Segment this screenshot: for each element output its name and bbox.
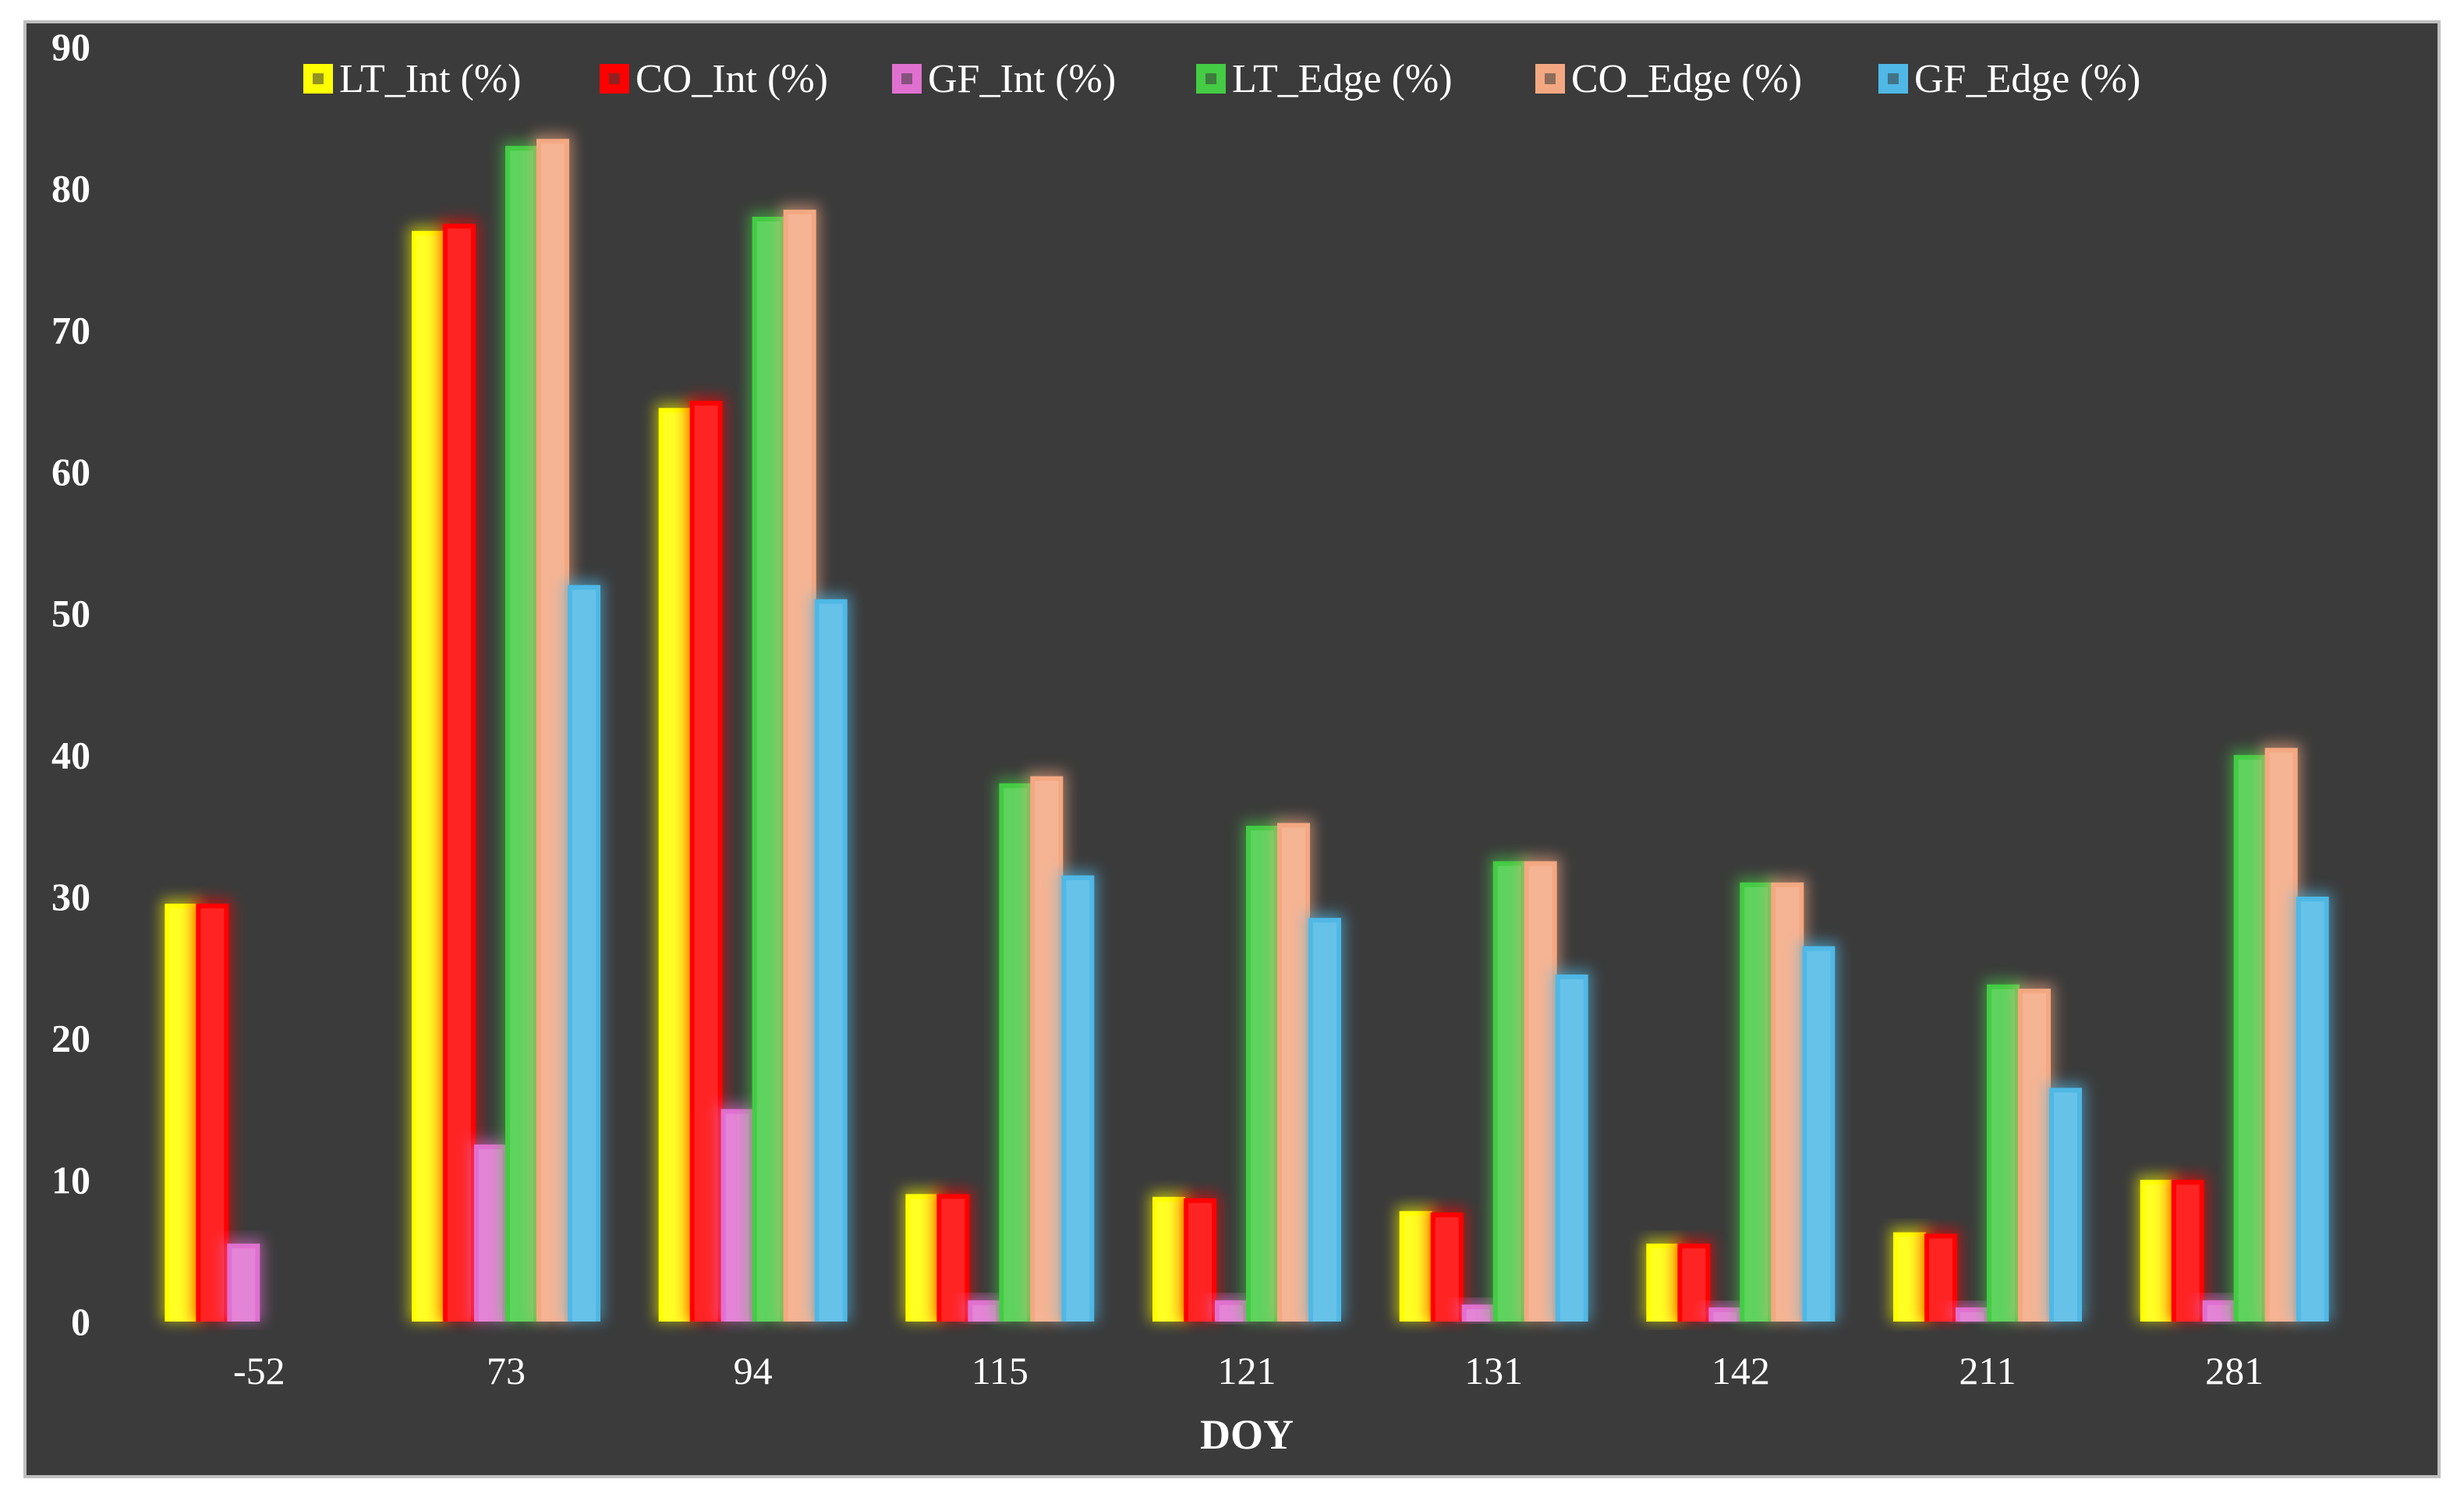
y-tick-label: 90 [51, 25, 90, 69]
legend-item: LT_Int (%) [303, 57, 521, 101]
series-5 [533, 134, 2301, 1322]
x-tick-label: 73 [487, 1349, 526, 1392]
legend-item: GF_Edge (%) [1878, 57, 2140, 101]
legend-item: CO_Int (%) [600, 57, 828, 101]
bar [2292, 892, 2332, 1322]
x-tick-label: 94 [734, 1349, 773, 1392]
x-tick-label: 115 [972, 1349, 1028, 1392]
legend-label: GF_Int (%) [928, 57, 1116, 101]
legend-item: CO_Edge (%) [1535, 57, 1802, 101]
y-tick-label: 40 [51, 733, 90, 777]
bar [1736, 877, 1776, 1322]
y-axis-tick-labels: 0 10 20 30 40 50 60 70 80 90 [51, 25, 90, 1343]
bar [780, 204, 820, 1322]
bar [686, 396, 726, 1322]
x-tick-label: 142 [1712, 1349, 1770, 1392]
series-4 [502, 141, 2270, 1322]
bar [502, 141, 541, 1322]
x-tick-label: 281 [2205, 1349, 2264, 1392]
bar-chart: 0 10 20 30 40 50 60 70 80 90 -52 73 94 115 121 131 142 2… [51, 25, 2332, 1458]
legend-label: CO_Edge (%) [1571, 57, 1802, 101]
y-tick-label: 50 [51, 592, 90, 635]
bar [1552, 969, 1591, 1322]
x-tick-label: 211 [1959, 1349, 2016, 1392]
bar [2046, 1083, 2085, 1322]
legend: LT_Int (%) CO_Int (%) GF_Int (%) LT_Edge (%… [303, 57, 2140, 101]
bar [1921, 1229, 1960, 1322]
legend-label: LT_Edge (%) [1232, 57, 1453, 101]
y-tick-label: 70 [51, 308, 90, 352]
legend-label: CO_Int (%) [635, 57, 828, 101]
legend-label: LT_Int (%) [339, 57, 521, 101]
x-tick-label: 131 [1464, 1349, 1523, 1392]
x-axis-tick-labels: -52 73 94 115 121 131 142 211 281 [233, 1349, 2264, 1392]
bar [440, 219, 479, 1322]
legend-item: GF_Int (%) [892, 57, 1116, 101]
bar [1521, 856, 1560, 1322]
y-tick-label: 30 [51, 875, 90, 918]
legend-label: GF_Edge (%) [1914, 57, 2140, 101]
y-tick-label: 80 [51, 167, 90, 211]
chart-frame: 0 10 20 30 40 50 60 70 80 90 -52 73 94 115 121 131 142 2… [23, 20, 2441, 1478]
bar [1799, 941, 1839, 1322]
y-tick-label: 10 [51, 1158, 90, 1201]
bar [811, 594, 851, 1322]
bar [1058, 870, 1098, 1322]
bar [565, 580, 604, 1322]
y-tick-label: 20 [51, 1017, 90, 1060]
x-tick-label: 121 [1218, 1349, 1276, 1392]
y-tick-label: 60 [51, 450, 90, 494]
bar-series-group [161, 134, 2332, 1322]
y-tick-label: 0 [71, 1300, 90, 1343]
series-6 [565, 580, 2332, 1322]
bar [2168, 1175, 2207, 1322]
legend-item: LT_Edge (%) [1196, 57, 1453, 101]
x-axis-title: DOY [1200, 1411, 1294, 1458]
bar [1427, 1208, 1467, 1322]
bar [1768, 877, 1807, 1322]
bar [224, 1239, 264, 1322]
x-tick-label: -52 [233, 1349, 285, 1392]
bar [1305, 913, 1344, 1322]
